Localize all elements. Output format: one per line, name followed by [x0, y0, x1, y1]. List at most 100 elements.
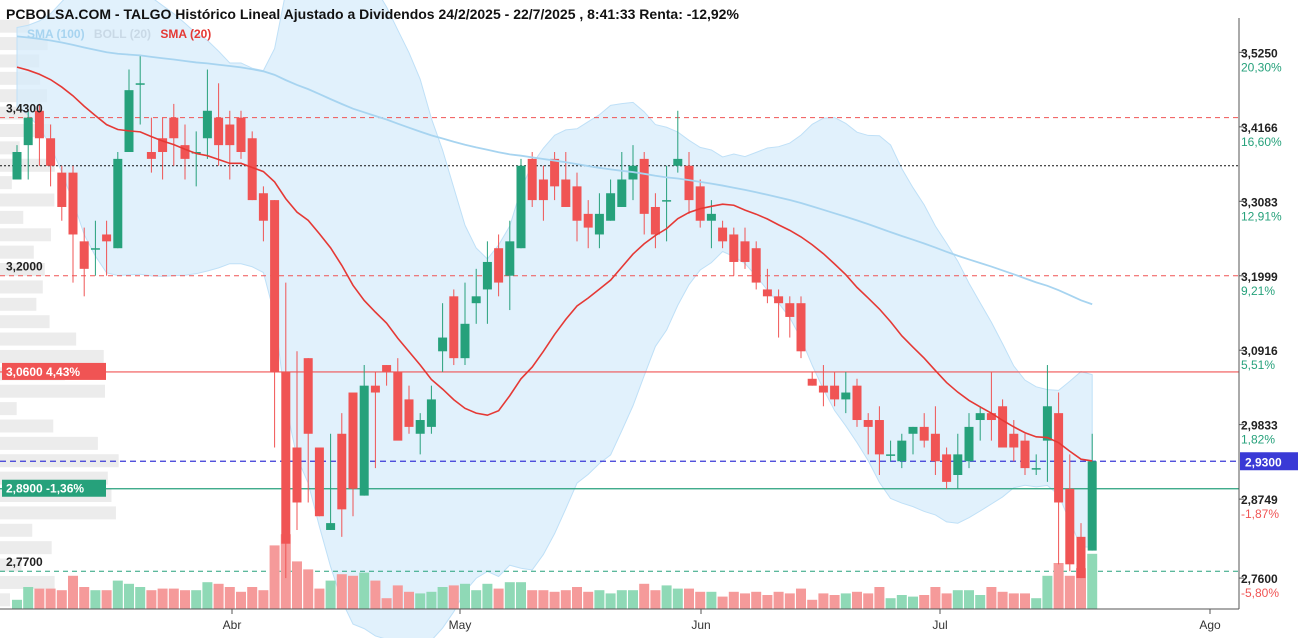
candle-body: [146, 152, 156, 159]
candle-body: [90, 248, 100, 250]
level-label: 3,4300: [6, 102, 43, 116]
volume-profile-bar: [0, 280, 43, 294]
volume-bar: [124, 583, 134, 609]
volume-profile-bar: [0, 176, 12, 190]
volume-bar: [706, 591, 717, 609]
candle-body: [527, 158, 537, 201]
volume-profile-bar: [0, 454, 119, 468]
candle-body: [505, 241, 515, 276]
level-label: 3,2000: [6, 260, 43, 274]
volume-bar: [695, 591, 706, 609]
volume-bar: [930, 587, 941, 609]
volume-profile-bar: [0, 349, 104, 363]
chart-title: PCBOLSA.COM - TALGO Histórico Lineal Aju…: [6, 6, 739, 22]
volume-bar: [493, 588, 504, 609]
moving-averages: [16, 35, 1093, 462]
volume-bar: [213, 583, 224, 609]
volume-bar: [191, 590, 202, 609]
candle-body: [785, 303, 795, 317]
candle-body: [762, 289, 772, 297]
candle-body: [572, 186, 582, 221]
volume-bar: [829, 595, 840, 609]
candle-body: [718, 227, 728, 242]
volume-bar: [415, 593, 426, 609]
candle-body: [382, 365, 392, 372]
y-tick-price: 2,7600: [1241, 572, 1278, 586]
volume-bar: [504, 582, 515, 609]
candle-body: [706, 213, 716, 221]
volume-profile-bar: [0, 436, 98, 450]
candle-body: [68, 172, 78, 235]
volume-profile-bar: [0, 419, 54, 433]
volume-bar: [437, 587, 448, 609]
candle-body: [1031, 468, 1041, 470]
volume-profile-bar: [0, 193, 55, 207]
candle-body: [1087, 461, 1097, 551]
volume-bar: [807, 599, 818, 609]
x-tick-label: Abr: [223, 618, 242, 632]
volume-bar: [650, 590, 661, 609]
volume-bar: [728, 591, 739, 609]
volume-bar: [258, 590, 269, 609]
volume-bar: [325, 580, 336, 609]
volume-bar: [269, 545, 280, 609]
volume-bar: [381, 598, 392, 609]
candle-body: [415, 420, 425, 434]
candle-body: [897, 440, 907, 462]
volume-profile-bar: [0, 315, 50, 329]
volume-bar: [572, 587, 582, 609]
volume-bar: [146, 590, 157, 609]
candle-body: [169, 117, 179, 139]
volume-bar: [68, 575, 78, 609]
volume-bar: [460, 583, 470, 609]
y-tick-price: 3,5250: [1241, 46, 1278, 60]
candle-body: [281, 371, 291, 544]
candle-body: [135, 83, 145, 85]
volume-bar: [740, 593, 750, 609]
level-labels: 3,4300 3,2000 2,7700 3,0600 4,43% 2,8900 -1,…: [2, 102, 1298, 569]
volume-bar: [818, 593, 829, 609]
price-levels: [0, 117, 1239, 572]
volume-bar: [896, 595, 907, 609]
volume-bar: [919, 595, 930, 609]
candle-body: [919, 426, 929, 441]
volume-profile-bar: [0, 332, 77, 346]
volume-bar: [359, 572, 370, 609]
y-tick-pct: 16,60%: [1241, 135, 1282, 149]
candle-body: [594, 213, 604, 235]
volume-bar: [1053, 563, 1064, 609]
candle-body: [348, 392, 358, 489]
current-price-tag: [1240, 452, 1298, 471]
volume-bar: [336, 574, 347, 609]
candle-body: [561, 179, 571, 207]
candle-body: [12, 152, 22, 180]
candle-body: [326, 523, 336, 530]
y-tick-price: 3,1999: [1241, 270, 1278, 284]
volume-bar: [583, 591, 594, 609]
volume-bar: [616, 590, 627, 609]
legend-sma20: SMA (20): [160, 27, 212, 41]
candle-body: [270, 200, 280, 372]
volume-bar: [426, 591, 437, 609]
volume-bar: [1020, 593, 1030, 609]
candle-body: [942, 454, 952, 482]
volume-bar: [23, 587, 34, 609]
candle-body: [550, 158, 560, 187]
volume-bar: [56, 590, 67, 609]
y-tick-pct: 5,51%: [1241, 358, 1275, 372]
volume-bar: [560, 590, 571, 609]
candle-body: [236, 117, 246, 153]
candle-body: [516, 165, 526, 249]
candle-body: [1009, 433, 1019, 448]
candle-body: [774, 296, 784, 304]
candle-body: [292, 447, 302, 503]
volume-bar: [1042, 575, 1053, 609]
volume-bar: [471, 590, 482, 609]
volume-profile-bar: [0, 245, 34, 259]
candle-body: [426, 399, 436, 427]
legend-sma100: SMA (100): [27, 27, 85, 41]
x-tick-label: Jun: [691, 618, 710, 632]
candle-body: [404, 399, 414, 427]
candle-body: [46, 138, 56, 166]
